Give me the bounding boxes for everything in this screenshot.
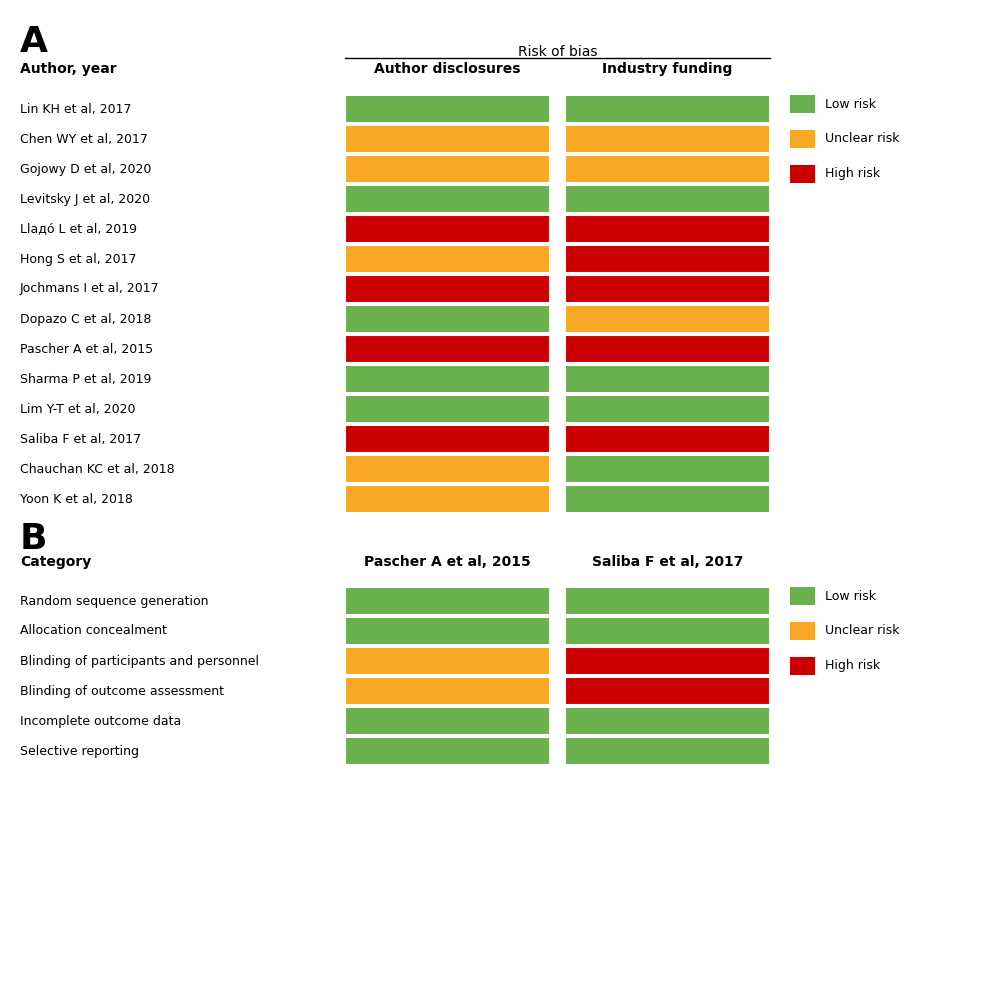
Bar [345,155,550,183]
Bar [790,95,815,113]
Bar [345,737,550,765]
Bar [565,365,770,393]
Bar [565,587,770,615]
Bar [565,305,770,333]
Bar [345,185,550,213]
Text: Chen WY et al, 2017: Chen WY et al, 2017 [20,132,148,145]
Text: Pascher A et al, 2015: Pascher A et al, 2015 [364,555,531,569]
Bar [790,657,815,675]
Text: Author, year: Author, year [20,62,117,76]
Text: Unclear risk: Unclear risk [825,132,900,145]
Bar [790,130,815,148]
Bar [790,622,815,640]
Bar [565,155,770,183]
Bar [565,395,770,423]
Bar [345,395,550,423]
Bar [565,125,770,153]
Bar [345,245,550,273]
Text: Blinding of participants and personnel: Blinding of participants and personnel [20,655,259,668]
Bar [790,587,815,605]
Text: Hong S et al, 2017: Hong S et al, 2017 [20,252,136,265]
Text: Category: Category [20,555,91,569]
Bar [790,165,815,183]
Bar [345,617,550,645]
Bar [565,485,770,513]
Bar [565,245,770,273]
Bar [345,677,550,705]
Bar [565,275,770,303]
Bar [565,455,770,483]
Text: Blinding of outcome assessment: Blinding of outcome assessment [20,685,224,698]
Bar [565,215,770,243]
Bar [345,707,550,735]
Bar [565,185,770,213]
Text: Lin KH et al, 2017: Lin KH et al, 2017 [20,103,132,115]
Text: Incomplete outcome data: Incomplete outcome data [20,714,181,728]
Text: Random sequence generation: Random sequence generation [20,594,208,608]
Text: Levitsky J et al, 2020: Levitsky J et al, 2020 [20,192,150,206]
Bar [345,305,550,333]
Text: High risk: High risk [825,660,880,673]
Text: Allocation concealment: Allocation concealment [20,624,167,638]
Bar [565,95,770,123]
Bar [345,335,550,363]
Bar [565,737,770,765]
Text: Sharma P et al, 2019: Sharma P et al, 2019 [20,372,151,385]
Text: Risk of bias: Risk of bias [518,45,597,59]
Bar [345,95,550,123]
Bar [345,215,550,243]
Bar [565,647,770,675]
Text: Gojowy D et al, 2020: Gojowy D et al, 2020 [20,162,151,176]
Text: Saliba F et al, 2017: Saliba F et al, 2017 [592,555,743,569]
Text: High risk: High risk [825,167,880,180]
Text: Pascher A et al, 2015: Pascher A et al, 2015 [20,342,153,356]
Bar [345,455,550,483]
Bar [345,485,550,513]
Text: Yoon K et al, 2018: Yoon K et al, 2018 [20,492,133,506]
Text: B: B [20,522,48,556]
Bar [345,425,550,453]
Text: Unclear risk: Unclear risk [825,624,900,638]
Bar [345,587,550,615]
Bar [565,677,770,705]
Bar [345,125,550,153]
Bar [565,707,770,735]
Text: Saliba F et al, 2017: Saliba F et al, 2017 [20,432,141,446]
Text: Industry funding: Industry funding [602,62,733,76]
Text: Author disclosures: Author disclosures [374,62,521,76]
Bar [345,647,550,675]
Bar [565,425,770,453]
Text: Selective reporting: Selective reporting [20,744,139,758]
Text: A: A [20,25,48,59]
Text: Llaдó L et al, 2019: Llaдó L et al, 2019 [20,223,137,235]
Text: Low risk: Low risk [825,590,876,602]
Text: Low risk: Low risk [825,98,876,110]
Bar [345,275,550,303]
Text: Jochmans I et al, 2017: Jochmans I et al, 2017 [20,282,160,295]
Bar [565,617,770,645]
Bar [345,365,550,393]
Text: Dopazo C et al, 2018: Dopazo C et al, 2018 [20,312,151,326]
Text: Lim Y-T et al, 2020: Lim Y-T et al, 2020 [20,402,136,416]
Text: Chauchan KC et al, 2018: Chauchan KC et al, 2018 [20,462,175,476]
Bar [565,335,770,363]
